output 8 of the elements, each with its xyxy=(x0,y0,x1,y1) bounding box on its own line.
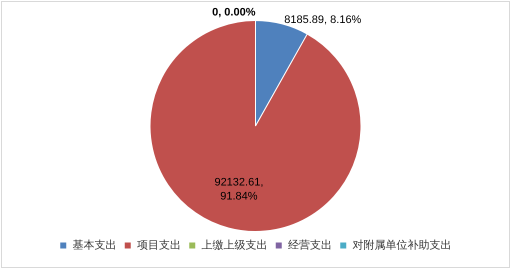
legend-label: 经营支出 xyxy=(288,238,332,252)
legend-label: 对附属单位补助支出 xyxy=(352,238,452,252)
data-label: 92132.61, 91.84% xyxy=(214,176,264,202)
text: 0, 0.00% xyxy=(212,6,256,19)
data-label: 8185.89, 8.16% xyxy=(284,14,362,26)
legend-label: 项目支出 xyxy=(136,238,181,252)
legend-label: 上缴上级支出 xyxy=(201,238,268,252)
legend-label: 基本支出 xyxy=(72,238,116,252)
